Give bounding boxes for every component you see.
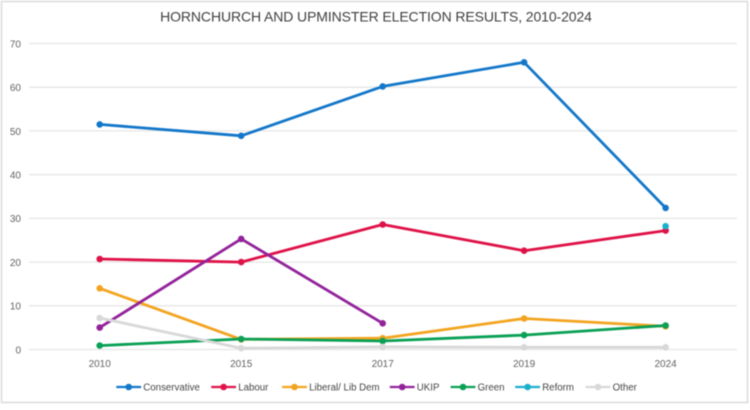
svg-text:10: 10 <box>10 302 22 313</box>
svg-text:20: 20 <box>10 258 22 269</box>
svg-text:2017: 2017 <box>372 359 395 370</box>
svg-text:50: 50 <box>10 127 22 138</box>
svg-text:UKIP: UKIP <box>417 382 440 393</box>
svg-text:2024: 2024 <box>654 359 677 370</box>
svg-text:Conservative: Conservative <box>143 382 200 393</box>
svg-text:60: 60 <box>10 83 22 94</box>
svg-text:HORNCHURCH AND UPMINSTER ELECT: HORNCHURCH AND UPMINSTER ELECTION RESULT… <box>160 9 592 25</box>
svg-text:2015: 2015 <box>230 359 253 370</box>
svg-text:70: 70 <box>10 39 22 50</box>
svg-text:Reform: Reform <box>542 382 574 393</box>
svg-text:2010: 2010 <box>89 359 112 370</box>
svg-text:Labour: Labour <box>238 382 269 393</box>
svg-text:2019: 2019 <box>513 359 536 370</box>
svg-text:Other: Other <box>613 382 638 393</box>
svg-text:Green: Green <box>478 382 505 393</box>
svg-text:0: 0 <box>15 345 21 356</box>
svg-text:30: 30 <box>10 214 22 225</box>
svg-text:40: 40 <box>10 171 22 182</box>
svg-text:Liberal/ Lib Dem: Liberal/ Lib Dem <box>309 382 380 393</box>
